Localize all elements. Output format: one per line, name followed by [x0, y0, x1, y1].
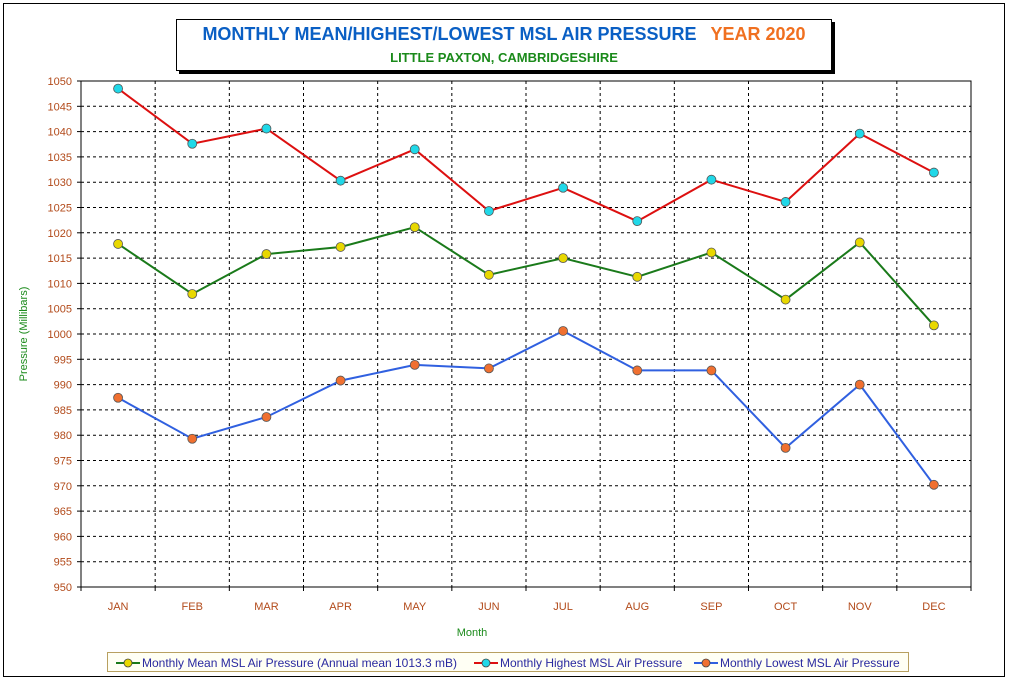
x-tick-label: MAR [254, 601, 279, 613]
data-point-mean [706, 247, 717, 258]
x-tick-label: SEP [700, 601, 722, 613]
data-point-highest [929, 167, 939, 178]
data-point-highest [780, 197, 791, 207]
y-tick-label: 1020 [48, 228, 72, 240]
series-line-highest [117, 87, 935, 223]
data-point-highest [113, 83, 123, 94]
data-point-mean [113, 239, 123, 249]
chart-year: YEAR 2020 [710, 24, 806, 44]
plot-border [80, 80, 972, 588]
y-tick-label: 980 [54, 430, 72, 442]
y-tick-label: 990 [54, 380, 72, 392]
y-tick-label: 960 [54, 531, 72, 543]
legend-label-lowest: Monthly Lowest MSL Air Pressure [720, 656, 900, 670]
data-point-mean [409, 222, 420, 233]
y-tick-label: 1010 [48, 278, 72, 290]
legend-item-highest: Monthly Highest MSL Air Pressure [474, 655, 682, 671]
data-point-highest [558, 182, 568, 193]
data-point-mean [261, 249, 272, 259]
data-point-highest [261, 123, 272, 134]
y-tick-label: 950 [54, 582, 72, 594]
legend-label-highest: Monthly Highest MSL Air Pressure [500, 656, 683, 670]
series-line-lowest [117, 329, 935, 486]
x-tick-label: DEC [922, 601, 945, 613]
legend-swatch-mean [116, 658, 140, 668]
chart-title: MONTHLY MEAN/HIGHEST/LOWEST MSL AIR PRES… [202, 24, 697, 44]
y-axis-title: Pressure (Millibars) [18, 287, 30, 382]
legend-swatch-lowest [694, 658, 718, 668]
data-point-mean [929, 320, 939, 331]
y-tick-label: 1005 [48, 304, 72, 316]
y-tick-label: 1035 [48, 152, 72, 164]
x-axis-title: Month [457, 627, 488, 639]
x-tick-label: AUG [625, 601, 649, 613]
y-tick-label: 970 [54, 481, 72, 493]
chart-subtitle: LITTLE PAXTON, CAMBRIDGESHIRE [390, 50, 618, 65]
data-point-lowest [929, 479, 939, 490]
data-point-lowest [632, 365, 643, 376]
y-tick-label: 975 [54, 456, 72, 468]
y-tick-label: 1000 [48, 329, 72, 341]
data-point-lowest [854, 379, 865, 390]
data-point-lowest [706, 365, 717, 376]
x-tick-label: OCT [774, 601, 798, 613]
data-point-lowest [187, 433, 198, 444]
data-point-mean [187, 289, 198, 299]
data-point-lowest [113, 392, 123, 403]
y-tick-label: 965 [54, 506, 72, 518]
legend-item-mean: Monthly Mean MSL Air Pressure (Annual me… [116, 655, 457, 671]
title-box: MONTHLY MEAN/HIGHEST/LOWEST MSL AIR PRES… [176, 19, 832, 71]
data-point-highest [335, 175, 346, 186]
data-point-highest [484, 206, 494, 216]
y-tick-label: 1045 [48, 101, 72, 113]
y-tick-label: 955 [54, 557, 72, 569]
data-point-lowest [261, 412, 272, 422]
data-point-highest [632, 216, 643, 227]
y-tick-label: 985 [54, 405, 72, 417]
y-tick-label: 1050 [48, 76, 72, 88]
title-line: MONTHLY MEAN/HIGHEST/LOWEST MSL AIR PRES… [177, 24, 831, 45]
data-point-highest [854, 128, 865, 139]
data-point-lowest [484, 363, 494, 374]
data-point-mean [632, 271, 643, 282]
data-point-mean [558, 253, 568, 264]
data-point-lowest [780, 442, 791, 453]
legend: Monthly Mean MSL Air Pressure (Annual me… [107, 652, 909, 672]
data-point-mean [484, 269, 494, 280]
data-point-lowest [335, 375, 346, 386]
data-point-mean [854, 237, 865, 248]
data-point-lowest [558, 326, 568, 336]
data-point-highest [187, 138, 198, 149]
data-point-mean [780, 294, 791, 305]
data-point-lowest [409, 359, 420, 370]
y-tick-label: 1040 [48, 127, 72, 139]
y-tick-label: 1030 [48, 177, 72, 189]
data-point-highest [706, 174, 717, 185]
legend-item-lowest: Monthly Lowest MSL Air Pressure [694, 655, 900, 671]
y-tick-label: 1025 [48, 203, 72, 215]
x-tick-label: MAY [403, 601, 427, 613]
x-tick-label: JUL [553, 601, 573, 613]
x-tick-label: JAN [108, 601, 129, 613]
x-tick-label: FEB [182, 601, 203, 613]
data-point-mean [335, 242, 346, 252]
legend-swatch-highest [474, 658, 498, 668]
data-point-highest [409, 144, 420, 155]
y-tick-label: 995 [54, 354, 72, 366]
x-tick-label: APR [329, 601, 352, 613]
y-tick-label: 1015 [48, 253, 72, 265]
legend-label-mean: Monthly Mean MSL Air Pressure (Annual me… [142, 656, 458, 670]
series-line-mean [117, 226, 935, 327]
x-tick-label: JUN [478, 601, 499, 613]
x-tick-label: NOV [848, 601, 873, 613]
